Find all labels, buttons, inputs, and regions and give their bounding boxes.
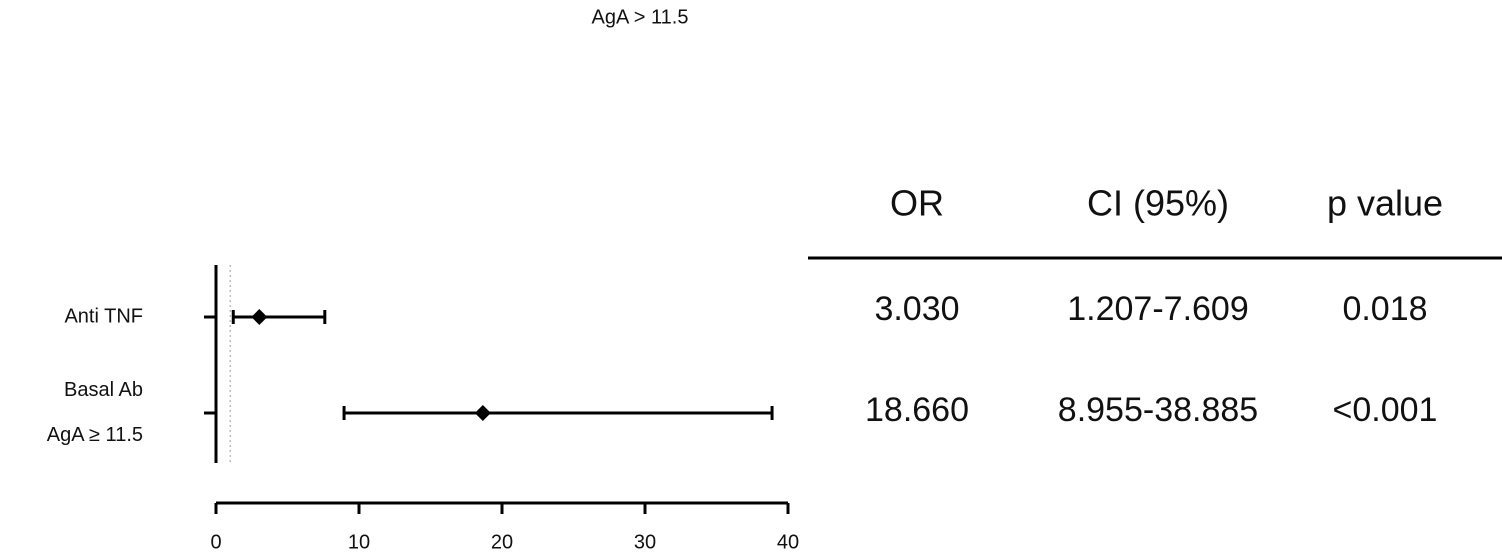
x-tick-label: 20 [491,531,513,553]
table-cell: 0.018 [1342,290,1427,328]
table-header: CI (95%) [1087,183,1229,224]
table-header: OR [890,183,944,224]
table-cell: 18.660 [865,391,969,429]
x-tick-label: 40 [777,531,799,553]
y-tick-label: AgA ≥ 11.5 [47,424,143,446]
table-cell: <0.001 [1333,391,1438,429]
table-header: p value [1327,183,1443,224]
table-cell: 8.955-38.885 [1058,391,1258,429]
odds-ratio-marker [251,309,268,325]
table-cell: 1.207-7.609 [1067,290,1249,328]
odds-ratio-marker [474,405,491,421]
y-tick-label: Basal Ab [64,379,143,401]
x-tick-label: 30 [634,531,656,553]
x-tick-label: 10 [348,531,370,553]
y-tick-label: Anti TNF [64,305,143,327]
x-tick-label: 0 [210,531,221,553]
annotation: AgA > 11.5 [592,6,689,28]
table-cell: 3.030 [874,290,959,328]
